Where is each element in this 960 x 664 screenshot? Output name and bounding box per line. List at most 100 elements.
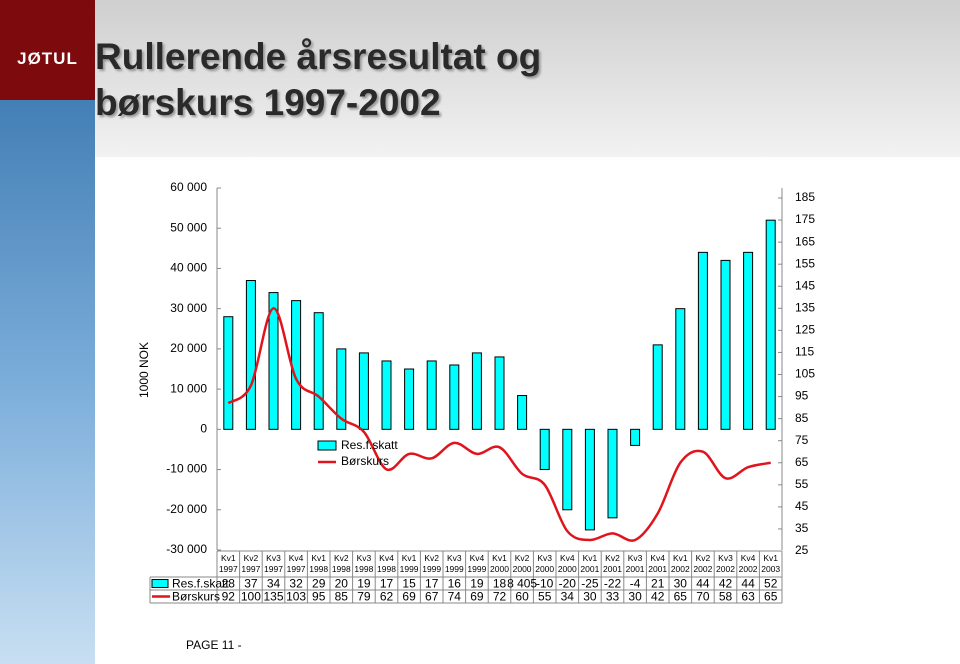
table-value: 28 — [222, 577, 236, 591]
bar — [607, 428, 618, 519]
table-value: 30 — [583, 590, 597, 604]
bar — [539, 428, 550, 471]
x-tick-label: Kv4 1999 — [467, 553, 487, 574]
table-value: 32 — [289, 577, 303, 591]
table-value: 67 — [425, 590, 439, 604]
y2-tick-label: 165 — [795, 234, 815, 248]
bar — [471, 352, 482, 430]
table-value: 30 — [674, 577, 688, 591]
bar — [720, 259, 731, 430]
bar — [313, 312, 324, 430]
y-axis-label: 1000 NOK — [137, 342, 151, 398]
y-tick-label: -10 000 — [166, 462, 207, 476]
y2-tick-label: 135 — [795, 300, 815, 314]
table-value: 69 — [470, 590, 484, 604]
logo: JØTUL — [0, 0, 95, 100]
table-value: 34 — [267, 577, 281, 591]
x-tick-label: Kv1 1997 — [218, 553, 238, 574]
table-value: 65 — [674, 590, 688, 604]
table-value: 17 — [425, 577, 439, 591]
x-tick-label: Kv1 2000 — [490, 553, 509, 574]
y2-tick-label: 185 — [795, 190, 815, 204]
y2-tick-label: 85 — [795, 411, 809, 425]
legend-label: Res.f.skatt — [341, 438, 398, 452]
bar — [652, 344, 663, 430]
table-value: 62 — [380, 590, 394, 604]
bar — [675, 308, 686, 430]
bar — [697, 251, 708, 430]
y-tick-label: 60 000 — [170, 180, 207, 194]
table-value: -20 — [559, 577, 577, 591]
footer: PAGE 11 - — [186, 638, 242, 652]
x-tick-label: Kv3 1999 — [444, 553, 464, 574]
table-value: 135 — [263, 590, 283, 604]
x-tick-label: Kv3 2002 — [716, 553, 735, 574]
y2-tick-label: 55 — [795, 477, 809, 491]
table-value: 37 — [244, 577, 258, 591]
x-tick-label: Kv4 2001 — [648, 553, 668, 574]
y-tick-label: -20 000 — [166, 502, 207, 516]
table-value: 18 — [493, 577, 507, 591]
bar — [562, 428, 573, 511]
table-value: 100 — [241, 590, 261, 604]
y-tick-label: -30 000 — [166, 542, 207, 556]
table-value: 60 — [515, 590, 529, 604]
y2-tick-label: 115 — [795, 345, 814, 359]
x-tick-label: Kv2 2002 — [693, 553, 713, 574]
table-value: 42 — [651, 590, 665, 604]
table-value: 92 — [222, 590, 236, 604]
y-tick-label: 10 000 — [170, 381, 207, 395]
table-value: 65 — [764, 590, 778, 604]
table-value: 44 — [696, 577, 710, 591]
table-value: 34 — [561, 590, 575, 604]
x-tick-label: Kv1 2002 — [670, 553, 690, 574]
table-value: 58 — [719, 590, 733, 604]
bar — [584, 428, 595, 531]
table-value: 95 — [312, 590, 326, 604]
table-value: 30 — [628, 590, 642, 604]
x-tick-label: Kv2 1998 — [331, 553, 351, 574]
chart-title: Rullerende årsresultat og børskurs 1997-… — [95, 36, 542, 123]
table-value: -25 — [581, 577, 599, 591]
x-tick-label: Kv4 1998 — [377, 553, 396, 574]
header — [95, 0, 960, 157]
table-value: 52 — [764, 577, 778, 591]
x-tick-label: Kv2 1999 — [422, 553, 442, 574]
legend-swatch — [151, 579, 169, 588]
y2-tick-label: 65 — [795, 455, 809, 469]
table-value: 85 — [335, 590, 349, 604]
table-value: 33 — [606, 590, 620, 604]
table-value: 42 — [719, 577, 733, 591]
table-value: -10 — [536, 577, 554, 591]
table-value: 72 — [493, 590, 507, 604]
y-tick-label: 30 000 — [170, 301, 207, 315]
x-tick-label: Kv1 2003 — [761, 553, 781, 574]
x-tick-label: Kv1 1999 — [399, 553, 419, 574]
bar — [743, 251, 754, 430]
table-value: 79 — [357, 590, 371, 604]
table-value: 20 — [335, 577, 349, 591]
bar — [336, 348, 347, 430]
y2-tick-label: 95 — [795, 389, 809, 403]
y-tick-label: 20 000 — [170, 341, 207, 355]
y-tick-label: 40 000 — [170, 261, 207, 275]
y2-tick-label: 125 — [795, 323, 815, 337]
y2-tick-label: 155 — [795, 256, 815, 270]
bar — [268, 292, 279, 430]
table-value: 29 — [312, 577, 326, 591]
line — [227, 307, 771, 542]
table-value: 17 — [380, 577, 394, 591]
table-value: 8 405 — [507, 577, 537, 591]
x-tick-label: Kv4 2002 — [738, 553, 758, 574]
legend-swatch — [317, 440, 337, 451]
x-tick-label: Kv2 2001 — [603, 553, 622, 574]
y2-tick-label: 35 — [795, 521, 809, 535]
bar — [381, 360, 392, 430]
x-tick-label: Kv3 2001 — [625, 553, 645, 574]
bar — [223, 316, 234, 430]
x-tick-label: Kv4 1997 — [286, 553, 306, 574]
bar — [449, 364, 460, 430]
table-value: 19 — [470, 577, 484, 591]
bar — [404, 368, 415, 430]
